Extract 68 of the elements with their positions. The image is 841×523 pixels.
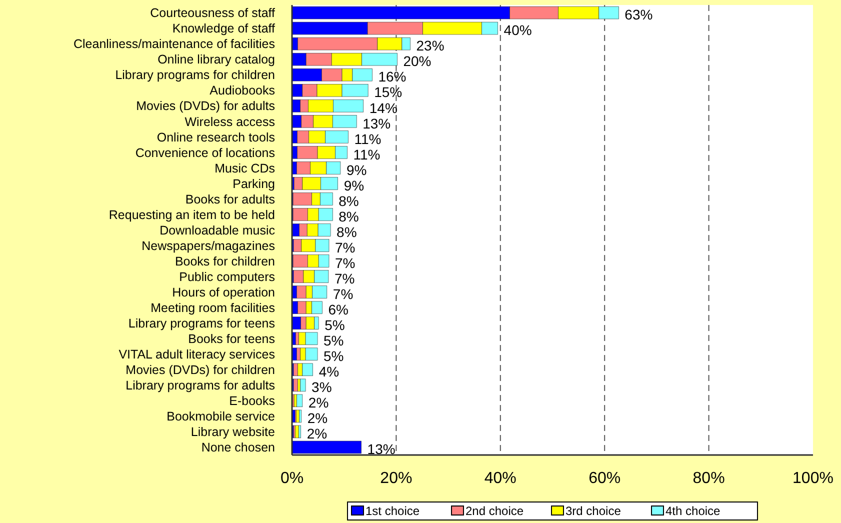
y-tick-label: Audiobooks — [210, 84, 275, 98]
total-label: 9% — [346, 162, 367, 178]
total-label: 40% — [504, 22, 532, 38]
y-tick-label: Public computers — [179, 270, 275, 284]
total-label: 8% — [338, 192, 359, 209]
x-tick-label: 40% — [484, 470, 516, 487]
total-label: 3% — [312, 379, 332, 396]
y-tick-label: Library programs for teens — [128, 316, 275, 330]
y-tick-label: Online library catalog — [158, 52, 276, 67]
y-tick-label: VITAL adult literacy services — [118, 348, 275, 362]
y-tick-label: Wireless access — [184, 114, 275, 129]
y-tick-label: Downloadable music — [160, 223, 275, 238]
total-label: 15% — [374, 84, 402, 100]
total-label: 16% — [378, 68, 406, 85]
legend-label: 2nd choice — [466, 504, 524, 518]
y-tick-label: Online research tools — [156, 130, 275, 144]
y-tick-label: Bookmobile service — [166, 410, 276, 424]
y-tick-label: Books for children — [174, 254, 276, 268]
total-label: 14% — [369, 100, 398, 116]
total-label: 20% — [403, 53, 432, 70]
y-tick-label: Requesting an item to be held — [108, 208, 276, 222]
y-tick-label: Courteousness of staff — [150, 6, 276, 20]
y-tick-label: Parking — [232, 176, 276, 191]
total-label: 11% — [353, 146, 380, 162]
y-tick-label: Library website — [190, 425, 276, 440]
total-label: 2% — [307, 410, 328, 426]
total-label: 2% — [306, 426, 328, 442]
total-label: 8% — [338, 208, 359, 224]
total-label: 7% — [332, 286, 354, 302]
x-tick-label: 20% — [380, 470, 412, 487]
total-label: 8% — [336, 224, 357, 240]
x-tick-label: 100% — [792, 470, 834, 487]
total-label: 5% — [324, 348, 344, 364]
y-tick-label: Books for teens — [188, 332, 275, 346]
total-label: 9% — [344, 177, 364, 194]
y-tick-label: Hours of operation — [172, 285, 276, 300]
total-label: 4% — [318, 364, 340, 380]
total-label: 5% — [324, 317, 345, 334]
total-label: 7% — [334, 239, 356, 256]
total-label: 13% — [362, 115, 391, 132]
total-label: 2% — [308, 394, 329, 411]
y-tick-label: Meeting room facilities — [150, 300, 275, 315]
legend-label: 4th choice — [666, 504, 721, 518]
total-label: 7% — [334, 270, 355, 286]
total-label: 5% — [324, 332, 344, 349]
x-tick-label: 80% — [692, 470, 725, 487]
legend-label: 3rd choice — [566, 504, 622, 518]
y-tick-label: Movies (DVDs) for children — [126, 363, 276, 378]
y-tick-label: None chosen — [201, 440, 276, 455]
y-tick-label: Convenience of locations — [135, 146, 275, 160]
total-label: 11% — [354, 130, 382, 147]
y-tick-label: Newspapers/magazines — [142, 238, 275, 253]
x-tick-label: 0% — [280, 470, 304, 487]
legend-label: 1st choice — [366, 504, 420, 518]
y-tick-label: Movies (DVDs) for adults — [136, 99, 275, 114]
total-label: 13% — [367, 441, 396, 458]
total-label: 6% — [328, 301, 348, 318]
x-tick-label: 60% — [588, 470, 621, 487]
total-label: 23% — [416, 38, 444, 54]
total-label: 7% — [334, 254, 356, 271]
y-tick-label: E-books — [229, 394, 275, 408]
y-tick-label: Books for adults — [185, 192, 275, 206]
y-tick-label: Library programs for adults — [126, 378, 275, 393]
total-label: 63% — [624, 6, 653, 23]
y-tick-label: Cleanliness/maintenance of facilities — [74, 37, 275, 52]
y-tick-label: Music CDs — [214, 161, 275, 176]
y-tick-label: Library programs for children — [115, 68, 276, 82]
y-tick-label: Knowledge of staff — [172, 22, 276, 36]
